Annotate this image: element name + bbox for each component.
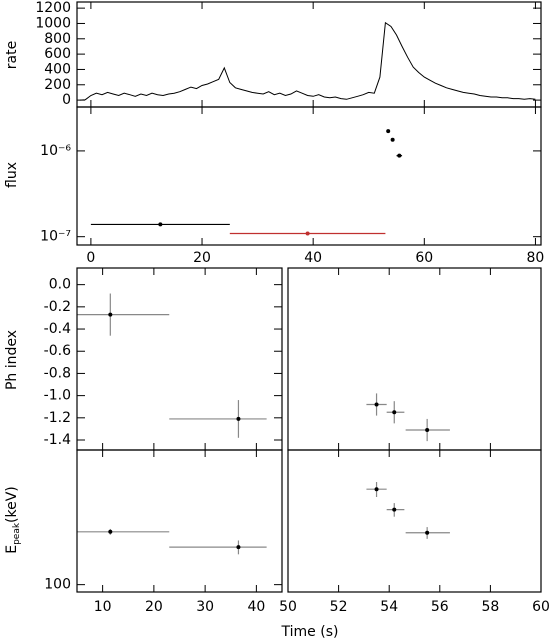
data-point: [374, 402, 379, 407]
data-point: [108, 312, 113, 317]
y-tick-label: 800: [44, 31, 71, 47]
x-tick-label: 58: [481, 599, 499, 615]
frame: [287, 267, 542, 451]
y-tick-label: -0.6: [44, 343, 71, 359]
y-axis-label: flux: [4, 162, 20, 188]
y-tick-label: 0: [62, 92, 71, 108]
y-tick-label: 10⁻⁶: [40, 143, 71, 159]
y-tick-label: 200: [44, 77, 71, 93]
y-tick-label: -1.4: [44, 432, 71, 448]
y-tick-label: 0.0: [49, 277, 71, 293]
x-tick-label: 54: [380, 599, 398, 615]
y-axis-label-part: (keV): [4, 486, 20, 523]
y-tick-label: 1000: [35, 15, 71, 31]
data-point: [425, 428, 430, 433]
y-tick-label: 600: [44, 46, 71, 62]
data-point: [236, 545, 241, 550]
y-axis-label-part: peak: [12, 522, 22, 545]
plot-area: [77, 528, 267, 555]
frame: [76, 449, 283, 593]
y-tick-label: 100: [44, 577, 71, 593]
data-point: [374, 487, 379, 492]
y-tick-label: -0.2: [44, 299, 71, 315]
y-tick-label: -0.4: [44, 321, 71, 337]
y-axis-label: Epeak(keV): [4, 486, 22, 554]
data-point: [386, 129, 391, 134]
frame: [76, 1, 542, 108]
x-tick-label: 56: [431, 599, 449, 615]
x-tick-label: 0: [86, 250, 95, 266]
y-tick-label: 1200: [35, 0, 71, 16]
x-tick-label: 50: [279, 599, 297, 615]
data-point: [392, 507, 397, 512]
data-point: [390, 137, 395, 142]
x-tick-label: 60: [415, 250, 433, 266]
y-axis-label-part: E: [4, 545, 20, 554]
x-axis-label: Time (s): [281, 624, 339, 640]
plot-area: [366, 393, 450, 442]
y-tick-label: 400: [44, 61, 71, 77]
x-tick-label: 40: [247, 599, 265, 615]
data-point: [158, 222, 163, 227]
data-point: [236, 416, 241, 421]
x-tick-label: 30: [196, 599, 214, 615]
x-tick-label: 80: [527, 250, 545, 266]
x-tick-label: 20: [193, 250, 211, 266]
x-tick-label: 10: [94, 599, 112, 615]
data-point: [392, 410, 397, 415]
plot-area: [90, 129, 403, 236]
plot-area: [366, 482, 450, 539]
data-point: [425, 530, 430, 535]
y-tick-label: -1.2: [44, 410, 71, 426]
x-tick-label: 40: [304, 250, 322, 266]
y-tick-label: -0.8: [44, 365, 71, 381]
y-tick-label: 10⁻⁷: [40, 229, 71, 245]
rate-curve: [79, 21, 536, 101]
plot-area: [77, 293, 267, 438]
frame: [287, 449, 542, 593]
data-point: [305, 231, 310, 236]
frame: [76, 106, 542, 246]
y-axis-label: Ph index: [4, 330, 20, 390]
plot-area: [79, 21, 536, 101]
frame: [76, 267, 283, 451]
x-tick-label: 52: [330, 599, 348, 615]
data-point: [397, 153, 402, 158]
y-axis-label: rate: [4, 41, 20, 69]
y-tick-label: -1.0: [44, 388, 71, 404]
data-point: [108, 529, 113, 534]
x-tick-label: 20: [145, 599, 163, 615]
x-tick-label: 60: [532, 599, 550, 615]
